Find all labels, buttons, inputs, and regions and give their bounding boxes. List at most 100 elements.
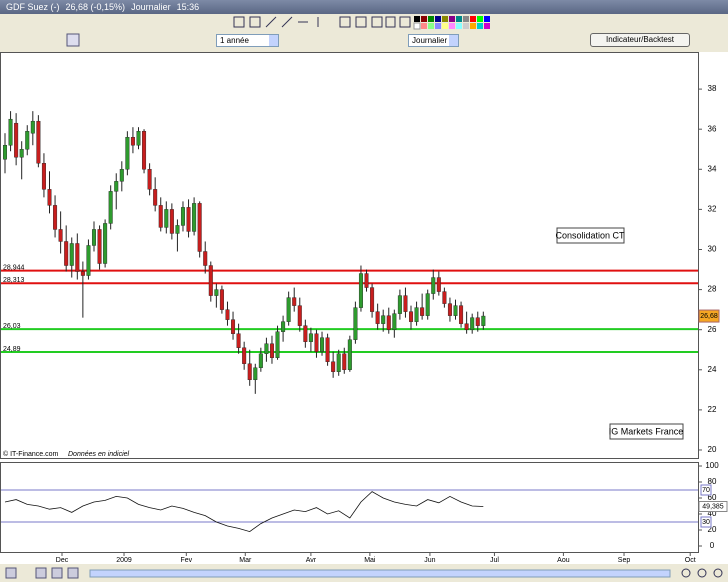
candle-body (125, 137, 130, 170)
instrument: GDF Suez (-) (6, 2, 60, 12)
tool[interactable] (385, 16, 396, 28)
level-box (700, 516, 712, 528)
swatch[interactable] (428, 23, 434, 29)
annotation: Consolidation CT (555, 230, 625, 240)
swatch[interactable] (414, 16, 420, 22)
tool[interactable] (399, 16, 411, 28)
level-label: 26,03 (3, 323, 21, 330)
candle-body (41, 163, 46, 190)
swatch[interactable] (413, 22, 421, 30)
candle-body (86, 245, 91, 276)
swatch[interactable] (449, 23, 455, 29)
candle-body (58, 229, 63, 242)
swatch[interactable] (484, 16, 490, 22)
candle-body (481, 315, 486, 326)
candle-body (114, 181, 119, 192)
y-tick-label: 36 (708, 124, 717, 133)
candle-body (470, 317, 475, 330)
zoom-button[interactable] (713, 568, 723, 578)
candle-body (442, 291, 447, 304)
tool[interactable] (233, 16, 245, 28)
period: Journalier (131, 2, 171, 12)
candle-body (91, 229, 96, 246)
last-value-box (698, 500, 728, 512)
candle-body (80, 271, 85, 276)
swatch[interactable] (456, 23, 462, 29)
candle-body (431, 277, 436, 294)
tool[interactable] (355, 16, 367, 28)
candle-body (36, 120, 41, 164)
swatch[interactable] (470, 16, 476, 22)
candle-body (169, 209, 174, 234)
candle-body (269, 343, 274, 358)
swatch[interactable] (456, 16, 462, 22)
nav-button[interactable] (5, 567, 17, 579)
candle-body (103, 223, 108, 264)
zoom-button[interactable] (697, 568, 707, 578)
level-box (700, 484, 712, 496)
swatch[interactable] (463, 16, 469, 22)
indicator-button[interactable]: Indicateur/Backtest (590, 33, 690, 47)
range-select[interactable]: 1 année (216, 34, 279, 47)
tool[interactable] (281, 16, 293, 28)
candle-body (336, 353, 341, 372)
toolbar-bg (0, 14, 728, 32)
candle-body (197, 203, 202, 252)
last-price-box (698, 309, 720, 323)
y-tick-label: 34 (708, 164, 717, 173)
swatch[interactable] (421, 23, 427, 29)
candle-body (219, 289, 224, 310)
candle-body (25, 130, 30, 150)
candle-body (320, 337, 325, 352)
nav-button[interactable] (35, 567, 47, 579)
swatch[interactable] (470, 23, 476, 29)
chart-icon[interactable] (66, 33, 80, 47)
candle-body (130, 137, 135, 146)
rsi-line (4, 491, 484, 533)
candle-body (19, 149, 24, 158)
candle-body (97, 229, 102, 264)
candle-body (225, 309, 230, 320)
swatch[interactable] (421, 16, 427, 22)
chart: Consolidation CT IG Markets France © IT-… (0, 52, 728, 564)
y-tick-label: 28 (708, 285, 717, 294)
candle-body (247, 363, 252, 381)
swatch[interactable] (463, 23, 469, 29)
tool[interactable] (265, 16, 277, 28)
y-tick-label: 20 (708, 445, 717, 454)
swatch[interactable] (442, 23, 448, 29)
swatch[interactable] (442, 16, 448, 22)
swatch[interactable] (428, 16, 434, 22)
period-select[interactable]: Journalier (408, 34, 459, 47)
y-tick-label: 40 (708, 509, 717, 518)
swatch[interactable] (435, 23, 441, 29)
x-tick-label: Fev (180, 557, 192, 564)
dropdown-arrow (449, 35, 458, 46)
title-bar: GDF Suez (-) 26,68 (-0,15%) Journalier 15:3… (0, 0, 728, 14)
candle-body (358, 273, 363, 308)
last-value-label: 49,385 (702, 503, 724, 510)
nav-button[interactable] (51, 567, 63, 579)
candle-body (397, 295, 402, 314)
zoom-button[interactable] (681, 568, 691, 578)
swatch[interactable] (484, 23, 490, 29)
scrollbar[interactable] (89, 569, 671, 578)
swatch[interactable] (477, 16, 483, 22)
tool[interactable] (249, 16, 261, 28)
candle-body (236, 333, 241, 348)
y-tick-label: 80 (708, 477, 717, 486)
candle-body (297, 305, 302, 326)
nav-button[interactable] (67, 567, 79, 579)
tool[interactable] (339, 16, 351, 28)
x-tick-label: Aou (557, 557, 570, 564)
swatch[interactable] (477, 23, 483, 29)
swatch[interactable] (435, 16, 441, 22)
annotation-box (609, 423, 684, 440)
candle-body (308, 333, 313, 342)
level-label: 24,89 (3, 346, 21, 353)
candle-body (292, 297, 297, 306)
swatch[interactable] (449, 16, 455, 22)
candle-body (208, 265, 213, 296)
candle-body (30, 120, 35, 134)
tool[interactable] (371, 16, 383, 28)
